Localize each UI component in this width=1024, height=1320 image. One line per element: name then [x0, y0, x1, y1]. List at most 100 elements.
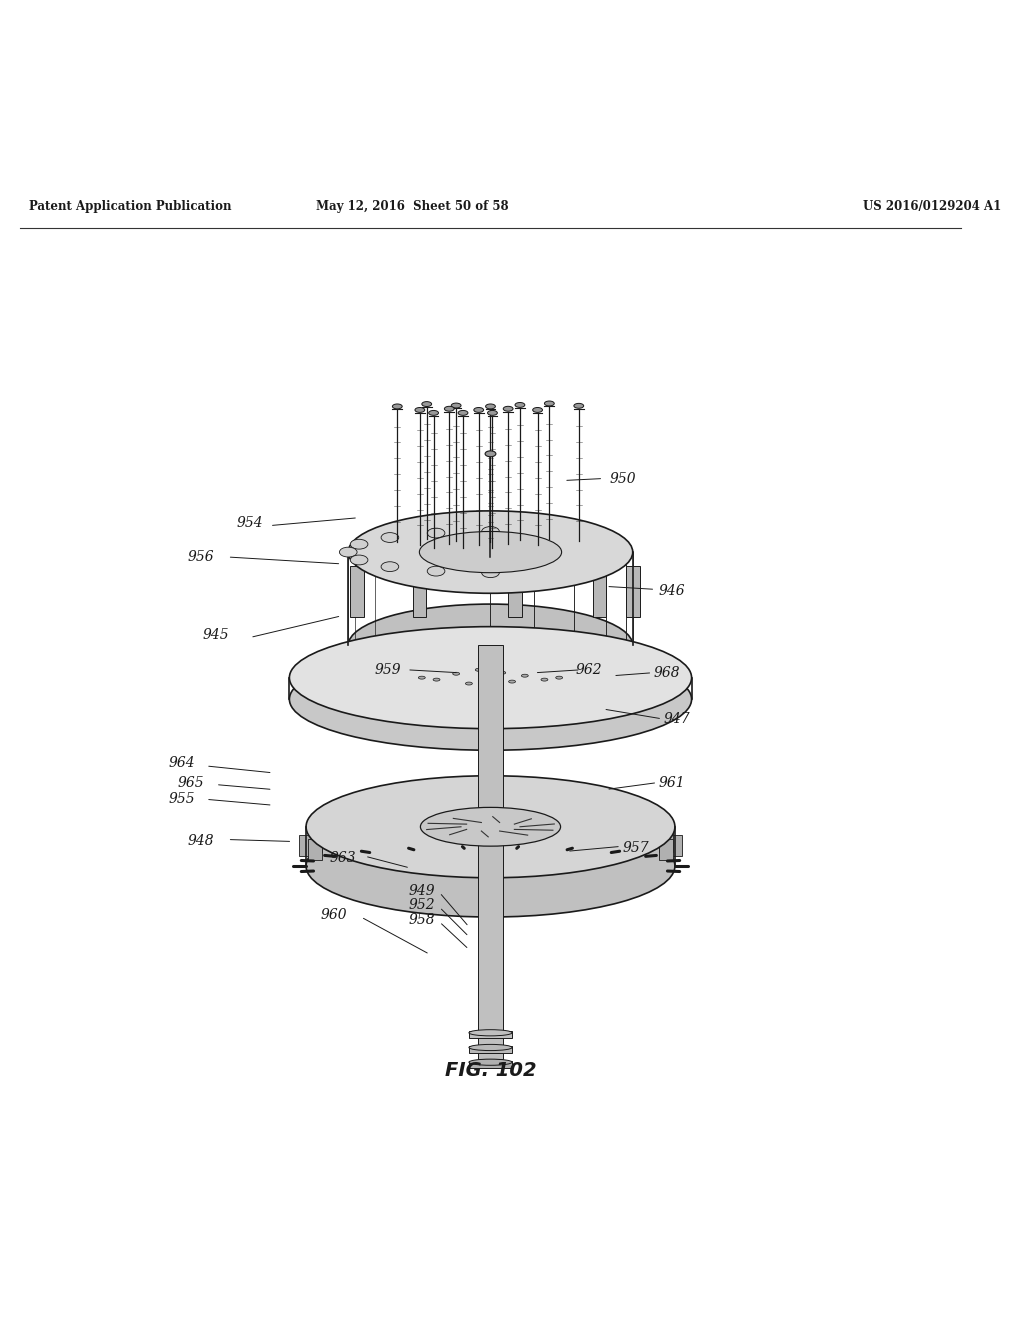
Ellipse shape: [469, 1059, 512, 1065]
Polygon shape: [318, 824, 434, 840]
Polygon shape: [410, 801, 508, 818]
Ellipse shape: [474, 408, 483, 412]
Polygon shape: [543, 828, 663, 842]
Bar: [469, 1031, 512, 1039]
Bar: [299, 834, 313, 857]
Bar: [626, 566, 640, 618]
Ellipse shape: [485, 451, 496, 457]
Ellipse shape: [427, 566, 444, 576]
Ellipse shape: [469, 1044, 512, 1051]
Ellipse shape: [556, 676, 562, 678]
Ellipse shape: [485, 404, 496, 409]
Polygon shape: [344, 803, 464, 821]
Bar: [508, 566, 522, 618]
Bar: [413, 566, 426, 618]
Text: 961: 961: [658, 776, 685, 789]
Ellipse shape: [573, 404, 584, 408]
Text: 949: 949: [409, 883, 435, 898]
Polygon shape: [547, 814, 663, 829]
Bar: [375, 824, 389, 846]
Bar: [427, 822, 440, 843]
Ellipse shape: [381, 562, 398, 572]
Text: 956: 956: [187, 550, 214, 564]
Ellipse shape: [515, 403, 525, 408]
Text: 960: 960: [321, 908, 347, 923]
Bar: [483, 822, 498, 843]
Bar: [659, 838, 673, 861]
Bar: [668, 834, 682, 857]
Ellipse shape: [487, 411, 498, 416]
Ellipse shape: [433, 678, 440, 681]
Text: 965: 965: [178, 776, 205, 789]
Bar: [469, 1061, 512, 1068]
Text: 947: 947: [664, 711, 690, 726]
Bar: [308, 830, 322, 853]
Ellipse shape: [350, 556, 368, 565]
Bar: [335, 828, 348, 849]
Bar: [592, 824, 606, 846]
Ellipse shape: [290, 648, 691, 750]
Ellipse shape: [487, 667, 494, 669]
Ellipse shape: [509, 680, 515, 682]
Text: 963: 963: [330, 851, 356, 865]
Ellipse shape: [421, 808, 560, 846]
Text: 950: 950: [609, 471, 636, 486]
Ellipse shape: [350, 540, 368, 549]
Ellipse shape: [420, 532, 561, 573]
Ellipse shape: [306, 776, 675, 878]
Bar: [593, 566, 606, 618]
Ellipse shape: [415, 408, 425, 412]
Ellipse shape: [290, 627, 691, 729]
Ellipse shape: [475, 668, 482, 672]
Text: US 2016/0129204 A1: US 2016/0129204 A1: [863, 201, 1001, 214]
Text: 952: 952: [409, 898, 435, 912]
Ellipse shape: [541, 678, 548, 681]
Text: 957: 957: [623, 841, 649, 855]
Text: 958: 958: [409, 913, 435, 927]
Ellipse shape: [339, 548, 357, 557]
Bar: [478, 645, 503, 1059]
Ellipse shape: [481, 568, 500, 578]
Ellipse shape: [348, 605, 633, 686]
Ellipse shape: [452, 403, 461, 408]
Text: 955: 955: [168, 792, 195, 807]
Ellipse shape: [503, 407, 513, 412]
Text: 945: 945: [203, 628, 229, 643]
Text: 959: 959: [374, 663, 400, 677]
Ellipse shape: [348, 511, 633, 593]
Text: 962: 962: [575, 663, 602, 677]
Ellipse shape: [381, 533, 398, 543]
Ellipse shape: [469, 1030, 512, 1036]
Ellipse shape: [458, 411, 468, 416]
Bar: [308, 838, 322, 861]
Ellipse shape: [453, 672, 460, 676]
Bar: [350, 566, 364, 618]
Ellipse shape: [392, 404, 402, 409]
Ellipse shape: [532, 408, 543, 412]
Ellipse shape: [444, 407, 455, 412]
Text: 946: 946: [658, 585, 685, 598]
Ellipse shape: [419, 676, 425, 678]
Text: 968: 968: [653, 665, 680, 680]
Polygon shape: [493, 801, 591, 818]
Ellipse shape: [521, 675, 528, 677]
Text: 954: 954: [237, 516, 263, 529]
Ellipse shape: [481, 527, 500, 536]
Ellipse shape: [545, 401, 554, 407]
Text: May 12, 2016  Sheet 50 of 58: May 12, 2016 Sheet 50 of 58: [315, 201, 508, 214]
Ellipse shape: [427, 528, 444, 539]
Text: Patent Application Publication: Patent Application Publication: [30, 201, 231, 214]
Ellipse shape: [466, 682, 472, 685]
Text: 964: 964: [168, 756, 195, 770]
Ellipse shape: [306, 814, 675, 917]
Ellipse shape: [429, 411, 438, 416]
Bar: [659, 830, 673, 853]
Bar: [469, 1047, 512, 1053]
Bar: [541, 822, 554, 843]
Text: 948: 948: [187, 834, 214, 849]
Ellipse shape: [422, 401, 432, 407]
Polygon shape: [524, 805, 647, 822]
Text: FIG. 102: FIG. 102: [444, 1060, 537, 1080]
Polygon shape: [318, 812, 438, 826]
Bar: [633, 828, 646, 849]
